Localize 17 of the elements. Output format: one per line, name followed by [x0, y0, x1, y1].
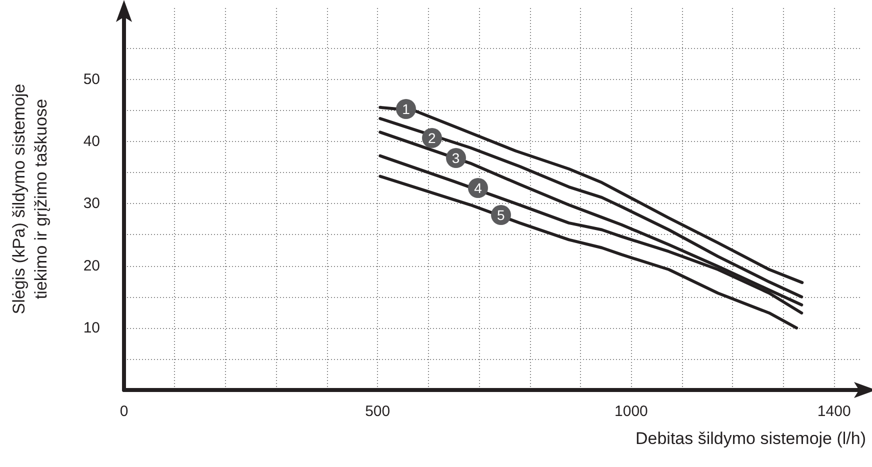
annotation: 3 — [446, 148, 466, 168]
line-series — [378, 174, 798, 330]
x-tick-label: 1400 — [817, 403, 851, 420]
y-tick-label: 40 — [83, 133, 100, 150]
x-tick-label: 0 — [120, 403, 128, 420]
y-tick-label: 10 — [83, 319, 100, 336]
x-tick-label: 500 — [365, 403, 390, 420]
y-tick-label: 20 — [83, 257, 100, 274]
x-axis-title: Debitas šildymo sistemoje (l/h) — [635, 429, 866, 448]
annotation: 2 — [422, 128, 442, 148]
annotation: 4 — [468, 178, 488, 198]
y-tick-label: 30 — [83, 195, 100, 212]
annotation: 1 — [396, 99, 416, 120]
x-tick-label: 1000 — [614, 403, 648, 420]
annotation: 5 — [490, 205, 511, 226]
y-tick-label: 50 — [83, 70, 100, 88]
y-axis-title: Slėgis (kPa) šildymo sistemoje tiekimo ir grįžimo taškuose — [10, 84, 50, 314]
